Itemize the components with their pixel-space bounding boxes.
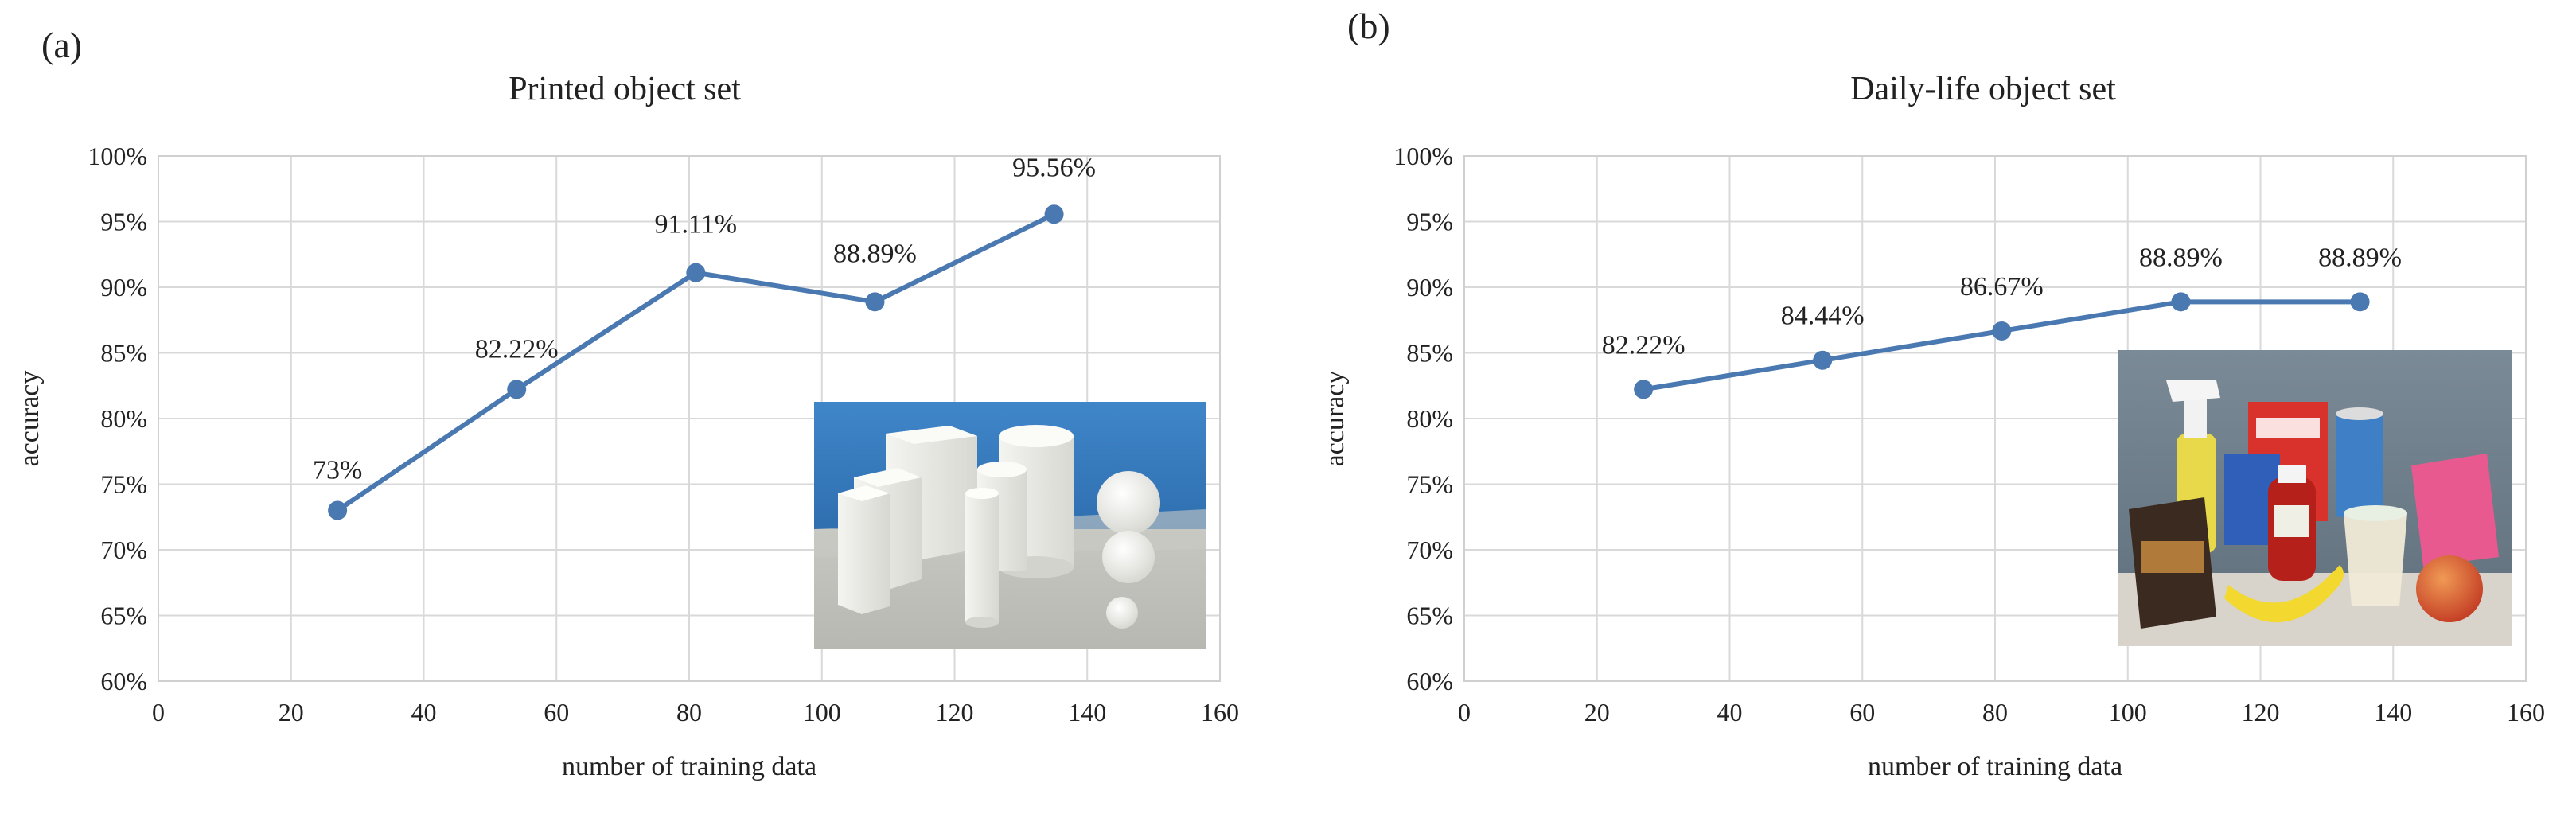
panel-a-xtick-label: 100 [803, 698, 841, 726]
panel-b-xtick-label: 20 [1584, 698, 1610, 726]
panel-a-ytick-label: 85% [100, 339, 147, 368]
panel-b-data-label: 86.67% [1960, 272, 2044, 302]
panel-b-ytick-label: 80% [1406, 404, 1453, 433]
panel-b-ylabel: accuracy [1320, 371, 1350, 467]
panel-b-xlabel: number of training data [1868, 752, 2122, 781]
panel-b-xtick-label: 120 [2242, 698, 2280, 726]
panel-a-xtick-label: 140 [1068, 698, 1106, 726]
panel-a-data-point [1044, 204, 1064, 224]
panel-a-xtick-label: 0 [152, 698, 165, 726]
panel-b-x-ticks: 0 20 40 60 80 100 120 140 160 [1458, 698, 2545, 726]
panel-b-xtick-label: 60 [1849, 698, 1875, 726]
panel-b-data-label: 82.22% [1602, 330, 1686, 360]
panel-b-xtick-label: 100 [2109, 698, 2147, 726]
panel-a-title: Printed object set [509, 71, 741, 107]
panel-b-ytick-label: 95% [1406, 208, 1453, 236]
panel-b-data-point [1634, 380, 1654, 399]
panel-a-data-label: 82.22% [475, 334, 559, 364]
panel-a-ytick-label: 90% [100, 273, 147, 302]
panel-b-data-label: 88.89% [2139, 243, 2223, 272]
panel-b-xtick-label: 160 [2507, 698, 2545, 726]
panel-b-label: (b) [1347, 6, 1390, 46]
panel-b-data-point [2350, 292, 2370, 312]
panel-a-data-point [865, 292, 885, 312]
panel-a-data-point [507, 380, 527, 399]
panel-a-xtick-label: 120 [936, 698, 974, 726]
panel-a-data-label: 88.89% [833, 239, 917, 268]
panel-a-data-label: 91.11% [655, 210, 738, 240]
panel-a-xtick-label: 20 [279, 698, 304, 726]
panel-a: (a) Printed object set 60% 65% 70% 75% 80% 85… [15, 25, 1239, 781]
panel-a-data-label: 95.56% [1012, 153, 1096, 182]
panel-a-x-ticks: 0 20 40 60 80 100 120 140 160 [152, 698, 1239, 726]
panel-b-data-point [1813, 350, 1833, 370]
panel-a-ytick-label: 95% [100, 208, 147, 236]
panel-a-ytick-label: 100% [88, 142, 147, 170]
panel-b-ytick-label: 65% [1406, 602, 1453, 630]
panel-a-ytick-label: 60% [100, 667, 147, 695]
panel-b-data-label: 88.89% [2318, 243, 2402, 272]
panel-a-series: 73% 82.22% 91.11% 88.89% 95.56% [313, 153, 1096, 520]
panel-b-data-label: 84.44% [1781, 302, 1865, 331]
panel-a-data-label: 73% [313, 456, 362, 485]
panel-a-xtick-label: 60 [544, 698, 569, 726]
panel-a-xtick-label: 40 [411, 698, 437, 726]
panel-a-ytick-label: 65% [100, 602, 147, 630]
panel-b-ytick-label: 60% [1406, 667, 1453, 695]
panel-b-xtick-label: 140 [2374, 698, 2412, 726]
panel-b-title: Daily-life object set [1850, 71, 2116, 107]
panel-b-xtick-label: 40 [1717, 698, 1743, 726]
panel-b-data-point [2171, 292, 2191, 312]
panel-a-ytick-label: 70% [100, 536, 147, 564]
panel-a-xtick-label: 80 [676, 698, 702, 726]
panel-b-xtick-label: 80 [1982, 698, 2008, 726]
panel-b: (b) Daily-life object set 60% 65% 70% 75% 80… [1320, 6, 2545, 781]
panel-a-ylabel: accuracy [15, 371, 45, 467]
panel-b-y-ticks: 60% 65% 70% 75% 80% 85% 90% 95% 100% [1393, 142, 1453, 695]
panel-a-label: (a) [41, 25, 82, 65]
panel-a-data-point [328, 500, 348, 520]
daily-objects-photo [2118, 350, 2512, 646]
panel-a-xlabel: number of training data [562, 752, 816, 781]
panel-b-ytick-label: 85% [1406, 339, 1453, 368]
panel-a-plot-frame [158, 155, 1221, 682]
panel-a-ytick-label: 80% [100, 404, 147, 433]
panel-b-xtick-label: 0 [1458, 698, 1471, 726]
panel-b-ytick-label: 90% [1406, 273, 1453, 302]
panel-b-ytick-label: 100% [1393, 142, 1453, 170]
panel-b-plot-frame [1463, 155, 2527, 682]
panel-a-ytick-label: 75% [100, 470, 147, 499]
panel-b-ytick-label: 75% [1406, 470, 1453, 499]
panel-b-ytick-label: 70% [1406, 536, 1453, 564]
panel-a-y-ticks: 60% 65% 70% 75% 80% 85% 90% 95% 100% [88, 142, 147, 695]
panel-a-xtick-label: 160 [1201, 698, 1239, 726]
panel-b-series: 82.22% 84.44% 86.67% 88.89% 88.89% [1602, 243, 2402, 399]
panel-a-data-point [686, 263, 706, 282]
printed-shapes-photo [814, 402, 1206, 649]
panel-b-data-point [1992, 321, 2012, 341]
